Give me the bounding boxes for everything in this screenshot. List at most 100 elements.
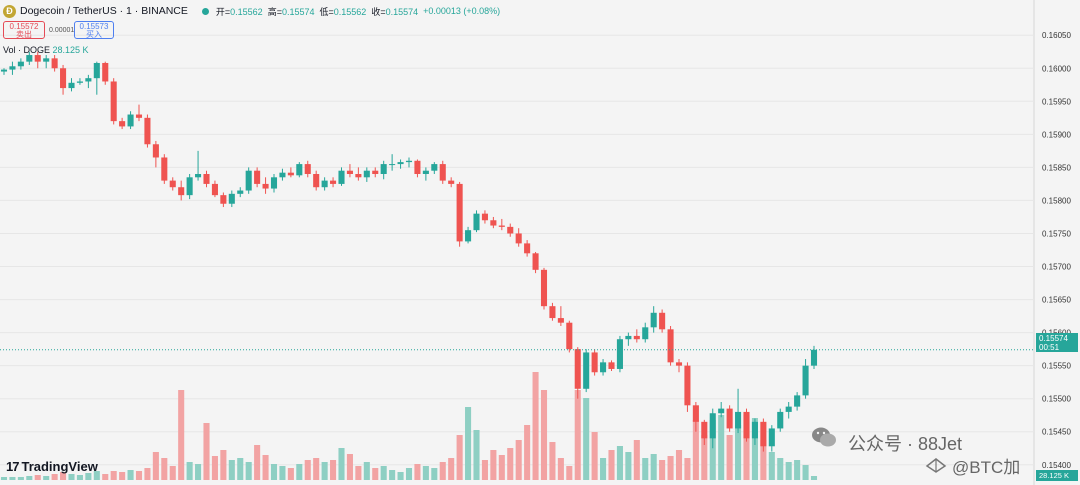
volume-bar [431, 468, 438, 480]
y-tick-label: 0.15850 [1042, 163, 1071, 172]
volume-bar [127, 470, 134, 480]
y-tick-label: 0.15900 [1042, 130, 1071, 139]
candle-body [557, 318, 564, 323]
volume-bar [490, 450, 497, 480]
volume-bar [372, 468, 379, 480]
candle-body [262, 183, 269, 189]
volume-bar [414, 464, 421, 480]
volume-bar [313, 458, 320, 480]
candle-body [102, 62, 109, 82]
volume-bar [178, 390, 185, 480]
volume-bar [591, 432, 598, 480]
candle-body [338, 170, 345, 184]
candle-body [448, 180, 455, 184]
volume-bar [456, 435, 463, 480]
tradingview-logo[interactable]: 17 TradingView [6, 459, 98, 474]
y-tick-label: 0.15750 [1042, 229, 1071, 238]
candle-body [524, 243, 531, 254]
candle-body [34, 55, 41, 62]
sell-label: 卖出 [16, 30, 32, 39]
candle-body [633, 335, 640, 340]
volume-bar [498, 455, 505, 480]
buy-price: 0.15573 [79, 22, 109, 31]
candle-body [237, 190, 244, 194]
bird-icon [925, 458, 947, 473]
volume-bar [701, 435, 708, 480]
volume-bar [0, 477, 8, 480]
volume-bar [405, 468, 413, 480]
candle-body [85, 78, 92, 82]
dogecoin-icon: Ð [3, 4, 16, 18]
volume-bar [186, 462, 193, 480]
candle-body [608, 362, 615, 369]
candle-body [330, 180, 337, 184]
candle-body [701, 421, 708, 439]
candle-body [616, 339, 623, 369]
volume-bar [473, 430, 480, 480]
volume-bar [777, 458, 784, 480]
candle-body [591, 352, 598, 373]
candle-body [127, 114, 134, 127]
symbol-header: Ð Dogecoin / TetherUS · 1 · BINANCE 开=0.… [0, 0, 500, 22]
candle-body [802, 365, 809, 396]
volume-bar [794, 460, 801, 480]
buy-button[interactable]: 0.15573 买入 [74, 21, 114, 39]
symbol-title[interactable]: Dogecoin / TetherUS · 1 · BINANCE [20, 5, 188, 17]
candle-body [692, 405, 699, 422]
volume-value: 28.125 K [52, 45, 89, 55]
volume-bar [152, 452, 159, 480]
market-status-icon [201, 7, 209, 15]
candle-body [583, 352, 590, 389]
volume-bar [625, 452, 632, 480]
candle-body [270, 177, 278, 189]
volume-bar [169, 466, 176, 480]
candle-body [540, 269, 548, 307]
candle-body [110, 81, 117, 122]
volume-bar [659, 460, 666, 480]
candle-body [625, 335, 632, 340]
volume-bar [102, 474, 109, 480]
candle-body [76, 81, 83, 83]
candle-body [161, 157, 168, 181]
candle-body [659, 312, 666, 330]
volume-bar [262, 455, 269, 480]
sell-button[interactable]: 0.15572 卖出 [3, 21, 45, 39]
candle-body [718, 408, 725, 414]
volume-bar [481, 460, 488, 480]
candle-body [498, 225, 505, 227]
y-tick-label: 0.15500 [1042, 395, 1071, 404]
candle-body [760, 421, 767, 447]
candle-body [810, 349, 818, 366]
volume-bar [279, 466, 286, 480]
volume-bar [296, 464, 303, 480]
candle-body [422, 170, 429, 174]
volume-bar [228, 460, 235, 480]
volume-bar [287, 468, 294, 480]
candle-body [17, 61, 24, 67]
volume-bar [735, 425, 742, 480]
y-tick-label: 0.15450 [1042, 428, 1071, 437]
last-volume-tag: 28.125 K [1036, 470, 1078, 481]
y-tick-label: 0.15950 [1042, 97, 1071, 106]
volume-bar [608, 450, 615, 480]
volume-bar [751, 418, 758, 480]
volume-bar [540, 390, 548, 480]
candle-body [405, 160, 413, 163]
candle-body [287, 172, 294, 176]
candle-body [549, 306, 556, 319]
volume-bar [600, 458, 607, 480]
volume-bar [355, 466, 362, 480]
volume-bar [304, 460, 311, 480]
candle-body [51, 58, 58, 69]
volume-bar [642, 458, 649, 480]
buy-label: 买入 [86, 30, 102, 39]
volume-bar [810, 476, 818, 480]
volume-bar [245, 462, 252, 480]
candle-body [135, 114, 143, 118]
volume-bar [144, 468, 151, 480]
candle-body [507, 226, 514, 234]
volume-bar [684, 458, 691, 480]
volume-legend[interactable]: Vol · DOGE 28.125 K [3, 45, 89, 55]
candle-body [321, 180, 328, 188]
